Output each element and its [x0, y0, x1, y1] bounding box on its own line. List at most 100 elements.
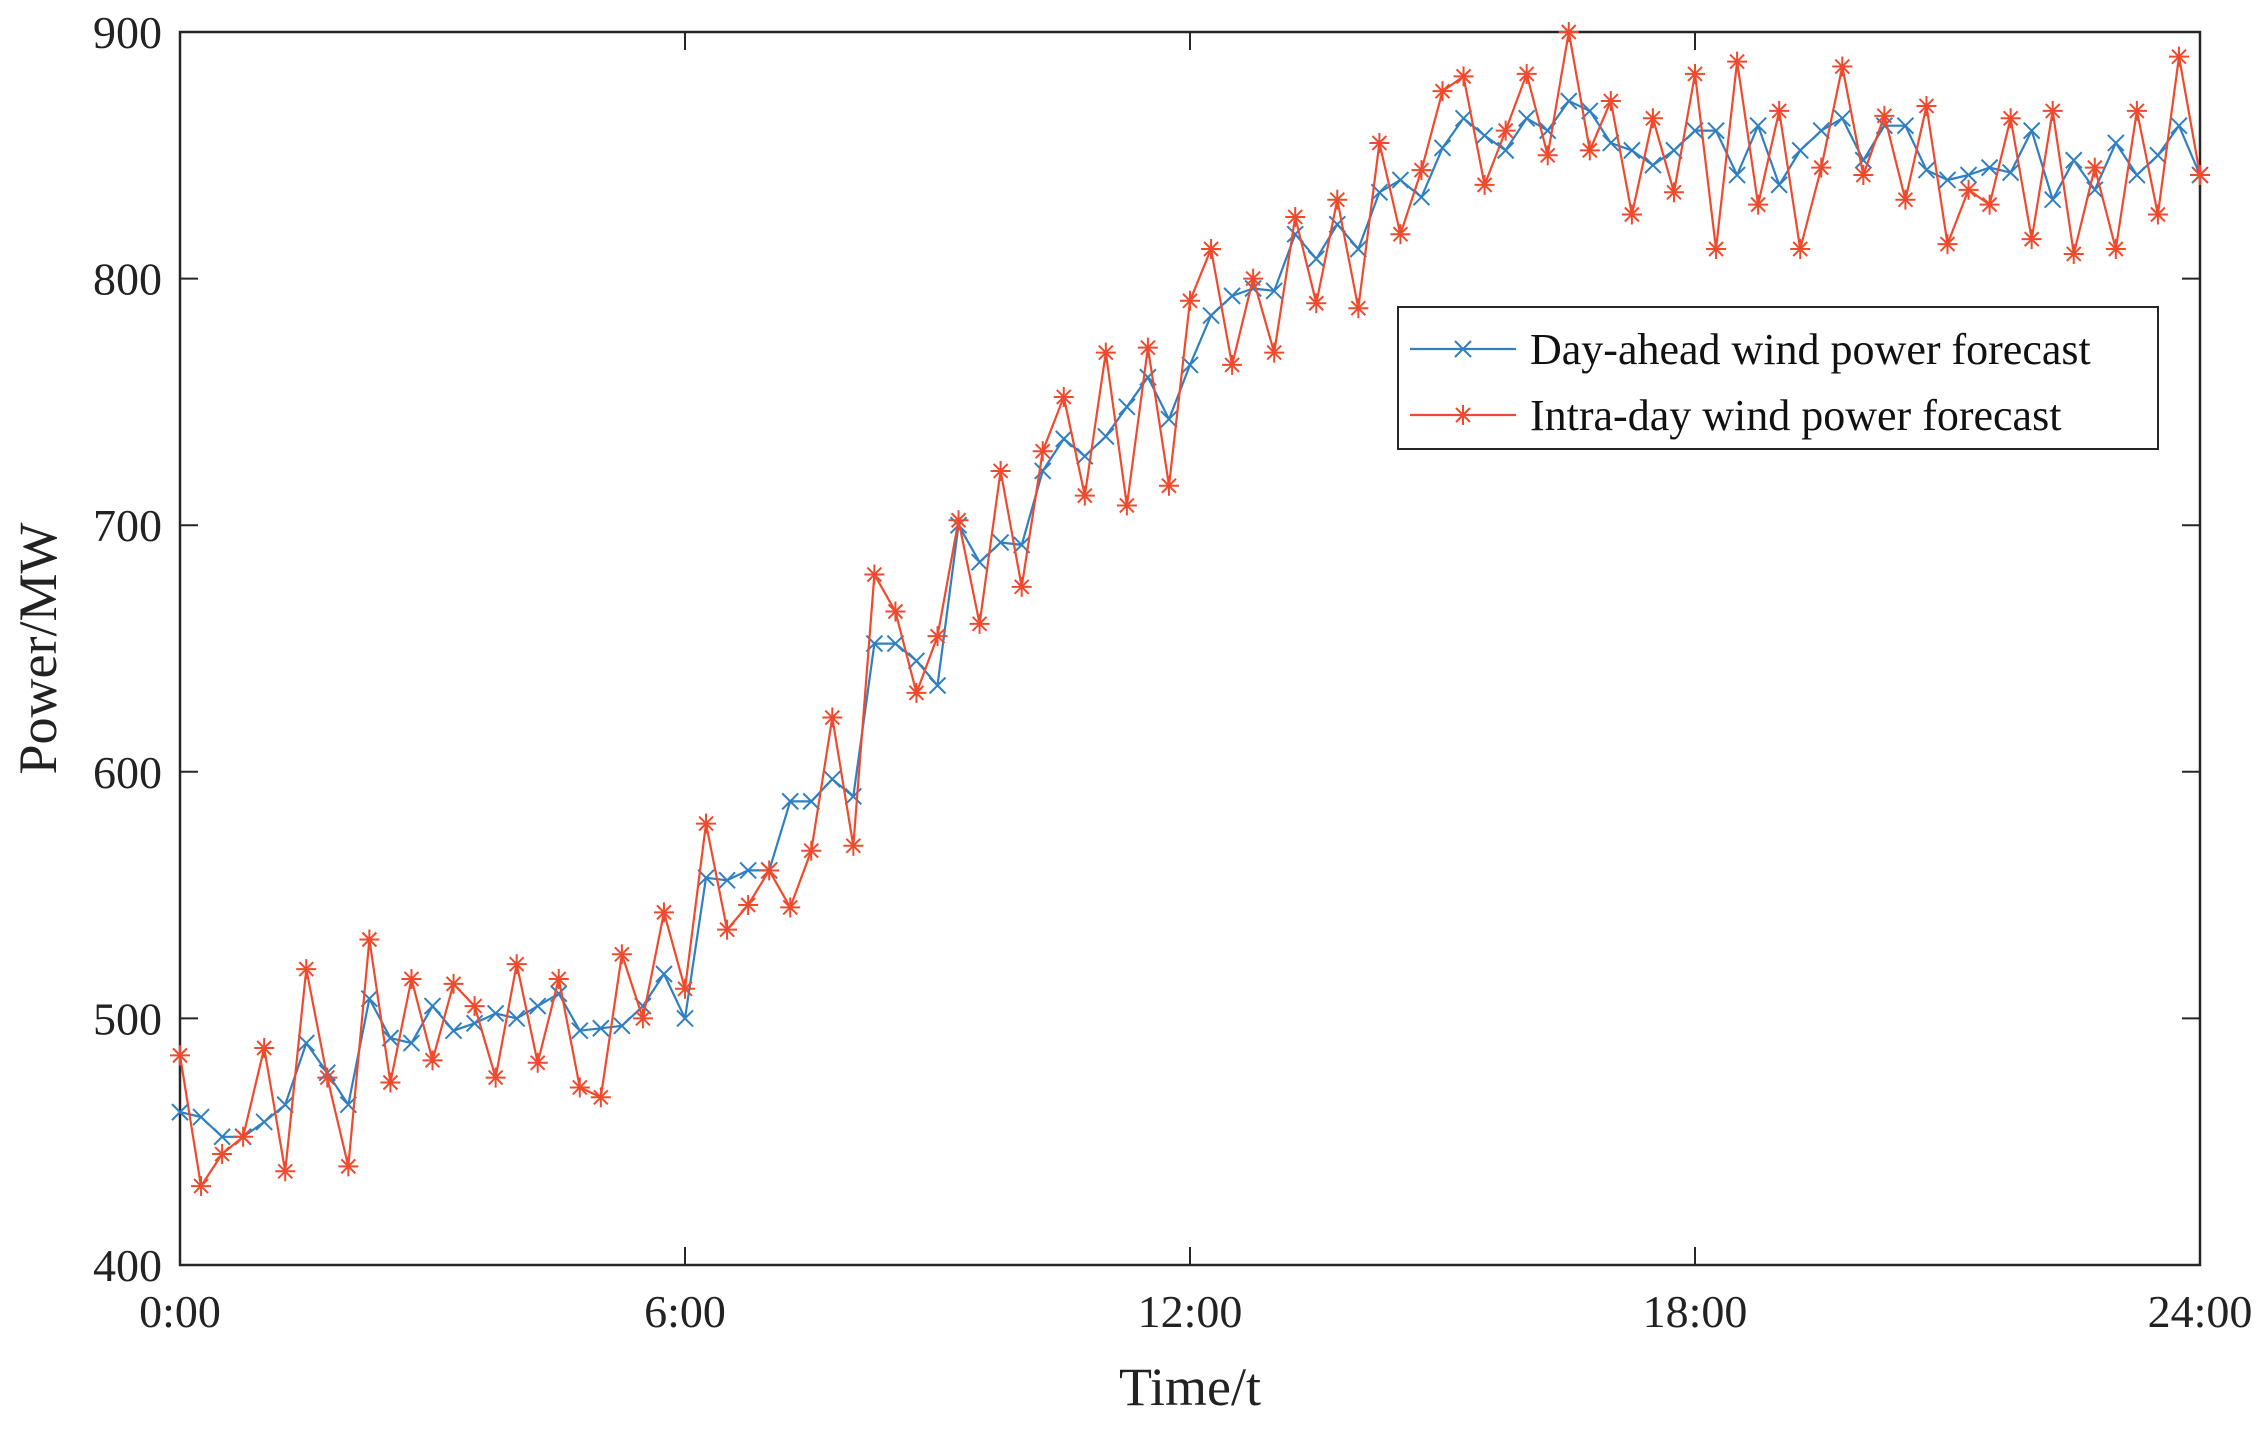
- data-point: [738, 894, 759, 915]
- data-point: [192, 1108, 210, 1126]
- data-point: [801, 840, 822, 861]
- data-point: [1137, 337, 1158, 358]
- data-point: [296, 959, 317, 980]
- data-point: [969, 613, 990, 634]
- data-point: [1958, 179, 1979, 200]
- data-point: [1495, 120, 1516, 141]
- data-point: [1391, 171, 1410, 189]
- data-point: [948, 510, 969, 531]
- data-point: [212, 1144, 233, 1165]
- data-point: [1160, 410, 1178, 428]
- data-point: [1579, 140, 1600, 161]
- data-point: [1602, 134, 1620, 152]
- data-point: [2022, 121, 2041, 140]
- data-point: [1979, 194, 2000, 215]
- data-point: [1916, 95, 1937, 116]
- data-point: [465, 1014, 484, 1033]
- data-point: [1665, 141, 1683, 160]
- data-point: [1707, 121, 1725, 140]
- data-point: [2000, 108, 2021, 129]
- data-point: [613, 1017, 631, 1035]
- data-point: [486, 1004, 505, 1023]
- data-point: [1285, 206, 1306, 227]
- data-point: [822, 707, 843, 728]
- series-layer: [170, 22, 2210, 1197]
- data-point: [1411, 160, 1432, 181]
- data-point: [2168, 46, 2189, 67]
- data-point: [1895, 189, 1916, 210]
- data-point: [1748, 194, 1769, 215]
- data-point: [233, 1126, 254, 1147]
- data-point: [823, 770, 841, 788]
- data-point: [1306, 293, 1327, 314]
- data-point: [255, 1113, 273, 1131]
- y-axis-ticks: 400 500 600 700 800 900: [93, 7, 2200, 1291]
- data-point: [1938, 171, 1957, 189]
- data-point: [802, 792, 820, 811]
- data-point: [1769, 100, 1790, 121]
- data-point: [1833, 109, 1851, 128]
- data-point: [1560, 92, 1578, 110]
- data-point: [297, 1034, 315, 1052]
- data-point: [844, 787, 863, 806]
- data-point: [1937, 234, 1958, 255]
- data-point: [507, 1009, 526, 1028]
- data-point: [506, 954, 527, 975]
- data-point: [928, 676, 947, 695]
- data-point: [1453, 66, 1474, 87]
- data-point: [2063, 243, 2084, 264]
- data-point: [1349, 240, 1368, 258]
- data-point: [1623, 141, 1641, 160]
- data-point: [275, 1161, 296, 1182]
- data-point: [1265, 282, 1283, 300]
- data-point: [675, 978, 695, 999]
- data-point: [864, 564, 885, 585]
- data-point: [739, 861, 757, 880]
- data-point: [632, 1008, 653, 1029]
- y-tick-label: 700: [93, 500, 162, 551]
- data-point: [1116, 495, 1137, 516]
- y-tick-label: 500: [93, 993, 162, 1044]
- legend-entry: Day-ahead wind power forecast: [1410, 325, 2091, 374]
- data-point: [254, 1037, 275, 1058]
- x-tick-label: 6:00: [644, 1286, 726, 1337]
- data-point: [1055, 430, 1073, 448]
- data-point: [2128, 166, 2146, 184]
- data-point: [1475, 126, 1494, 145]
- x-tick-label: 0:00: [139, 1286, 221, 1337]
- data-point: [611, 944, 632, 965]
- data-point: [422, 1050, 443, 1071]
- y-tick-label: 800: [93, 254, 162, 305]
- data-point: [1412, 188, 1431, 206]
- data-point: [1558, 22, 1579, 42]
- data-point: [718, 871, 736, 890]
- data-point: [1874, 105, 1895, 126]
- legend-label: Day-ahead wind power forecast: [1530, 325, 2091, 374]
- data-point: [1516, 63, 1537, 84]
- data-point: [1327, 189, 1348, 210]
- data-point: [1811, 157, 1832, 178]
- data-point: [1074, 485, 1095, 506]
- data-point: [569, 1077, 590, 1098]
- data-point: [970, 553, 989, 571]
- data-point: [548, 968, 569, 989]
- data-point: [529, 997, 547, 1015]
- data-point: [1032, 441, 1053, 462]
- legend-marker: [1453, 405, 1473, 425]
- data-point: [2149, 146, 2167, 165]
- data-point: [1307, 250, 1325, 268]
- data-point: [213, 1128, 231, 1146]
- data-point: [1959, 166, 1978, 184]
- data-point: [402, 1034, 421, 1052]
- data-point: [655, 965, 673, 983]
- data-point: [1728, 166, 1746, 184]
- data-point: [780, 897, 801, 918]
- data-point: [2044, 190, 2062, 209]
- data-point: [906, 682, 927, 703]
- data-point: [1097, 427, 1115, 446]
- data-point: [1853, 165, 1874, 186]
- data-point: [717, 919, 738, 940]
- data-point: [1832, 56, 1853, 77]
